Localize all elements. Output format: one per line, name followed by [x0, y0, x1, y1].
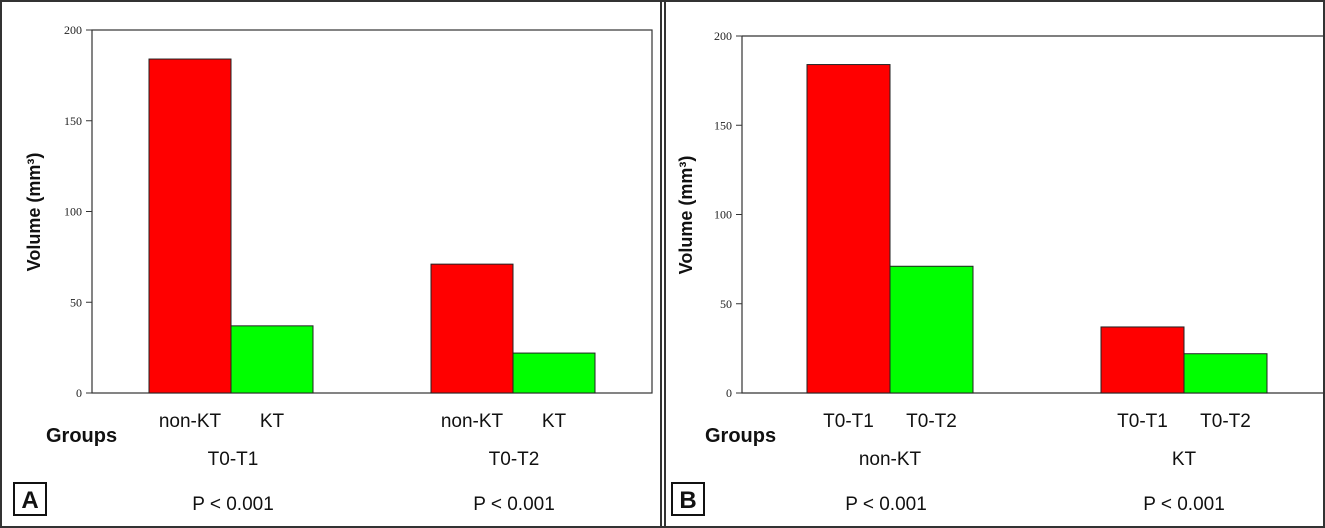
- x-group-label: KT: [1172, 449, 1197, 470]
- panel-label: B: [679, 487, 696, 514]
- y-tick-label: 50: [70, 295, 82, 309]
- x-category-label: T0-T2: [1200, 411, 1251, 432]
- x-group-label: T0-T2: [489, 449, 540, 470]
- y-tick-label: 150: [714, 118, 732, 132]
- x-category-label: non-KT: [441, 411, 504, 432]
- y-tick-label: 0: [76, 386, 82, 400]
- y-tick-label: 150: [64, 114, 82, 128]
- bar-kt-t0-t1: [1100, 326, 1185, 394]
- y-axis: 0 50 100 150 200: [714, 29, 742, 400]
- bar-t0-t1-non-kt: [148, 58, 232, 394]
- y-tick-label: 200: [64, 23, 82, 37]
- bar-non-kt-t0-t1: [806, 64, 891, 394]
- y-axis-label: Volume (mm³): [24, 153, 44, 272]
- bars: [806, 64, 1268, 394]
- y-tick-label: 50: [720, 297, 732, 311]
- y-axis: 0 50 100 150 200: [64, 23, 92, 400]
- x-category-label: T0-T1: [1117, 411, 1168, 432]
- y-tick-label: 100: [64, 205, 82, 219]
- p-value-2: P < 0.001: [1143, 494, 1225, 515]
- p-value-1: P < 0.001: [845, 494, 927, 515]
- x-category-label: KT: [542, 411, 567, 432]
- x-category-label: T0-T1: [823, 411, 874, 432]
- y-tick-label: 100: [714, 208, 732, 222]
- p-value-2: P < 0.001: [473, 494, 555, 515]
- panel-label-box: [671, 482, 705, 516]
- panel-label: A: [21, 487, 38, 514]
- y-tick-label: 0: [726, 386, 732, 400]
- panel-label-box: [13, 482, 47, 516]
- p-value-1: P < 0.001: [192, 494, 274, 515]
- bar-t0-t2-kt: [512, 352, 596, 394]
- x-category-label: non-KT: [159, 411, 222, 432]
- bar-t0-t2-non-kt: [430, 263, 514, 394]
- panel-a: 0 50 100 150 200 Volume (mm³) Groups non-KT K…: [13, 23, 653, 516]
- x-category-label: T0-T2: [906, 411, 957, 432]
- x-group-label: T0-T1: [208, 449, 259, 470]
- bar-non-kt-t0-t2: [889, 265, 974, 394]
- groups-label: Groups: [46, 425, 117, 447]
- bars: [148, 58, 596, 394]
- bar-t0-t1-kt: [230, 325, 314, 394]
- bar-kt-t0-t2: [1183, 353, 1268, 394]
- groups-label: Groups: [705, 425, 776, 447]
- panel-b: 0 50 100 150 200 Volume (mm³) Groups T0-T1 T0…: [671, 29, 1324, 516]
- x-category-label: KT: [260, 411, 285, 432]
- y-tick-label: 200: [714, 29, 732, 43]
- x-group-label: non-KT: [859, 449, 922, 470]
- y-axis-label: Volume (mm³): [676, 156, 696, 275]
